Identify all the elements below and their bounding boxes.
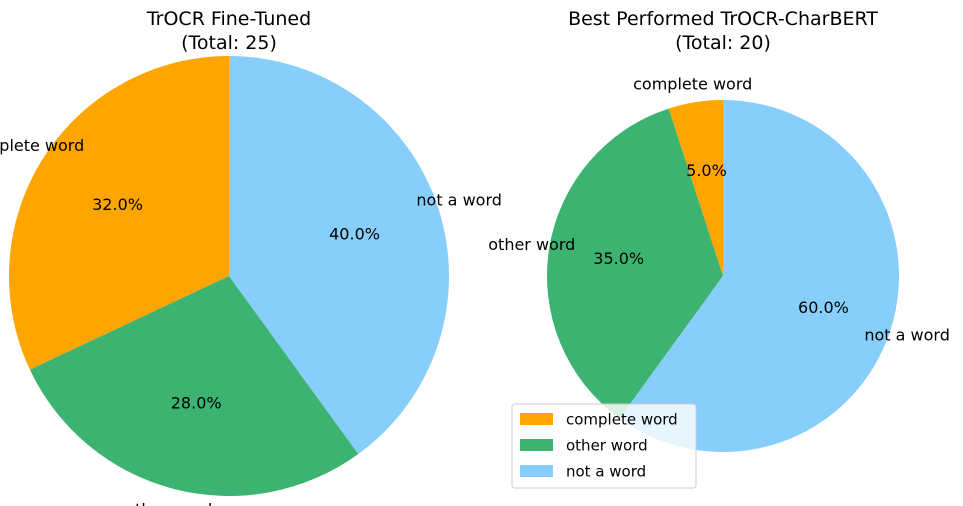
pct-label-not-a-word: 40.0% xyxy=(329,225,380,244)
pie-slices: 32.0% complete word 28.0% other word 40.0% no… xyxy=(0,56,502,506)
legend-swatch-complete-word xyxy=(520,413,553,425)
category-label-complete-word: complete word xyxy=(633,74,752,93)
legend-label-not-a-word: not a word xyxy=(566,463,646,481)
pct-label-other-word: 35.0% xyxy=(593,249,644,268)
pct-label-not-a-word: 60.0% xyxy=(798,298,849,317)
legend-swatch-other-word xyxy=(520,439,553,451)
pie-slice-complete-word xyxy=(8,56,229,370)
pie-chart-trocr-fine-tuned: TrOCR Fine-Tuned (Total: 25) 32.0% comple… xyxy=(0,8,502,506)
legend-label-complete-word: complete word xyxy=(566,411,678,429)
pct-label-complete-word: 5.0% xyxy=(686,161,727,180)
category-label-not-a-word: not a word xyxy=(416,191,502,210)
pie-slice-not-a-word xyxy=(229,56,449,454)
pie-slices: 5.0% complete word 35.0% other word 60.0% not… xyxy=(488,74,950,452)
pct-label-complete-word: 32.0% xyxy=(92,195,143,214)
pct-label-other-word: 28.0% xyxy=(171,393,222,412)
pie-chart-trocr-charbert: Best Performed TrOCR-CharBERT (Total: 20… xyxy=(488,8,950,489)
chart-title: TrOCR Fine-Tuned xyxy=(146,8,311,30)
category-label-other-word: other word xyxy=(125,500,212,506)
legend: complete word other word not a word xyxy=(511,403,697,489)
pie-slice-not-a-word xyxy=(619,100,899,452)
legend-box xyxy=(511,403,697,489)
pie-slice-other-word xyxy=(547,108,723,419)
chart-subtitle: (Total: 25) xyxy=(181,32,277,54)
category-label-complete-word: complete word xyxy=(0,136,84,155)
pie-slice-complete-word xyxy=(668,100,723,276)
chart-subtitle: (Total: 20) xyxy=(675,32,771,54)
category-label-other-word: other word xyxy=(488,235,575,254)
pie-slice-other-word xyxy=(29,276,359,496)
legend-swatch-not-a-word xyxy=(520,465,553,477)
legend-label-other-word: other word xyxy=(566,437,648,455)
chart-title: Best Performed TrOCR-CharBERT xyxy=(568,8,878,30)
category-label-not-a-word: not a word xyxy=(864,325,950,344)
